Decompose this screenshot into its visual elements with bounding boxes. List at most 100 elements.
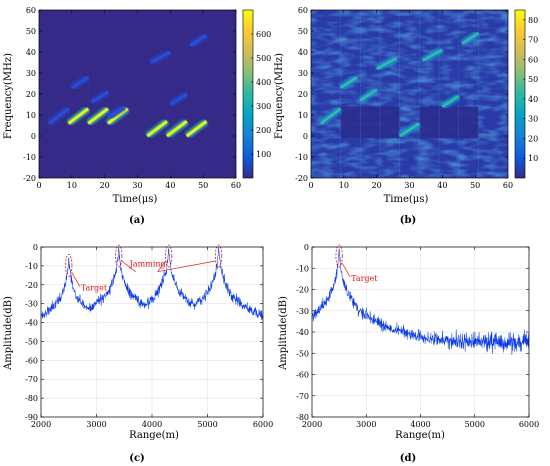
d-signal-line [312,248,529,356]
b-ytick-label: 0 [303,132,308,141]
d-xtick-label: 5000 [465,420,485,429]
d-annotation-label: Target [351,274,378,283]
panel-b-xlabel: Time(μs) [384,194,429,205]
c-ytick-label: -60 [25,356,38,365]
a-chirp-mark [189,34,208,47]
c-ytick-label: -10 [25,262,38,271]
panel-c-plot-area: Target Jamming 2000 3000 4000 5000 6000 0 -10 -20… [25,243,273,429]
a-xtick-label: 0 [36,181,41,190]
a-ytick-label: 10 [26,111,36,120]
d-xtick-label: 4000 [410,420,430,429]
b-colorbar-scale [514,9,526,179]
d-ytick-label: -70 [296,392,309,401]
a-chirp-mark [107,105,126,119]
d-annotation-arrow [341,262,351,278]
b-colorbar-tick-label: 70 [528,36,538,45]
c-xtick-label: 5000 [197,420,217,429]
c-xtick-label: 3000 [86,420,106,429]
a-ytick-label: -20 [23,174,36,183]
a-chirp-mark [169,92,188,106]
a-chirp-mark [90,90,109,104]
panel-b-colorbar: 10 20 30 40 50 60 70 80 [514,9,538,179]
c-ytick-label: 0 [33,243,38,252]
c-annotation-label: Target [81,283,108,292]
a-xtick-label: 30 [132,181,142,190]
a-ytick-label: 30 [26,69,36,78]
c-xtick-label: 2000 [31,420,51,429]
a-chirp-mark [67,107,90,125]
a-axes-frame [38,9,237,179]
a-colorbar-tick-label: 100 [256,150,271,159]
d-peak-marker [335,244,343,268]
b-suppressed-block [419,106,479,139]
b-colorbar-tick-label: 60 [528,55,538,64]
a-colorbar-tick-label: 500 [256,54,271,63]
panel-c-range-profile: Target Jamming 2000 3000 4000 5000 6000 0 -10 -20… [3,243,273,464]
b-ytick-label: 40 [298,48,308,57]
b-colorbar-tick-label: 50 [528,75,538,84]
b-ytick-label: -10 [295,153,308,162]
c-ytick-label: -30 [25,300,38,309]
a-ytick-label: 40 [26,48,36,57]
a-ytick-label: 0 [31,132,36,141]
a-image [39,10,236,178]
a-chirp-mark [107,107,129,125]
d-xtick-label: 6000 [519,420,539,429]
c-ytick-label: -40 [25,319,38,328]
b-chirp-mark [359,88,378,102]
c-annotation-arrow [71,272,81,287]
panel-a-caption: (a) [129,215,145,226]
a-chirp-mark [146,120,168,138]
a-ytick-label: 20 [26,90,36,99]
d-ytick-label: -10 [296,264,309,273]
a-colorbar-tick-label: 200 [256,126,271,135]
panel-c-ylabel: Amplitude(dB) [3,296,14,371]
panel-d-xlabel: Range(m) [395,430,445,441]
b-chirp-mark [461,32,480,45]
a-colorbar-tick-label: 400 [256,78,271,87]
b-xtick-label: 40 [437,181,447,190]
a-chirp-mark [150,50,171,64]
b-ytick-label: 10 [298,111,308,120]
panel-d-caption: (d) [400,453,416,464]
b-ytick-label: 20 [298,90,308,99]
a-xtick-label: 60 [231,181,241,190]
b-image [311,10,508,178]
c-peak-marker [215,244,223,268]
d-ytick-label: -50 [296,349,309,358]
b-xtick-label: 20 [372,181,382,190]
b-colorbar-tick-label: 10 [528,154,538,163]
b-axes-frame [310,9,509,179]
b-xtick-label: 10 [339,181,349,190]
a-colorbar-tick-label: 600 [256,30,271,39]
b-ytick-label: 50 [298,27,308,36]
b-chirp-mark [320,107,342,125]
a-chirp-mark [71,76,89,89]
c-xtick-label: 6000 [253,420,273,429]
panel-a-plot-area: 0 10 20 30 40 50 60 -20 -10 0 10 20 30 40 50 60 [23,6,241,190]
a-ytick-label: 50 [26,27,36,36]
c-ytick-label: -90 [25,413,38,422]
b-chirp-mark [441,95,460,108]
d-ytick-label: -40 [296,328,309,337]
a-ytick-label: 60 [26,6,36,15]
b-chirp-mark [376,57,397,70]
b-chirp-mark [339,76,358,89]
c-signal-line [41,247,263,321]
c-peak-marker [165,244,173,268]
d-ytick-label: 0 [304,243,309,252]
d-ytick-label: -30 [296,307,309,316]
panel-a-colorbar: 100 200 300 400 500 600 [242,9,271,179]
a-chirp-mark [185,120,208,138]
c-xtick-label: 4000 [142,420,162,429]
panel-d-plot-area: Target 2000 3000 4000 5000 6000 0 -10 -20 -30 -40 -… [296,243,539,429]
d-ytick-label: -80 [296,413,309,422]
a-chirp-mark [48,107,70,125]
b-colorbar-tick-label: 40 [528,95,538,104]
b-colorbar-tick-label: 20 [528,134,538,143]
b-suppressed-block [340,106,400,139]
c-annotation-arrow [157,260,216,273]
panel-d-ylabel: Amplitude(dB) [278,296,289,371]
c-axes-frame [40,246,264,418]
c-ytick-label: -20 [25,281,38,290]
